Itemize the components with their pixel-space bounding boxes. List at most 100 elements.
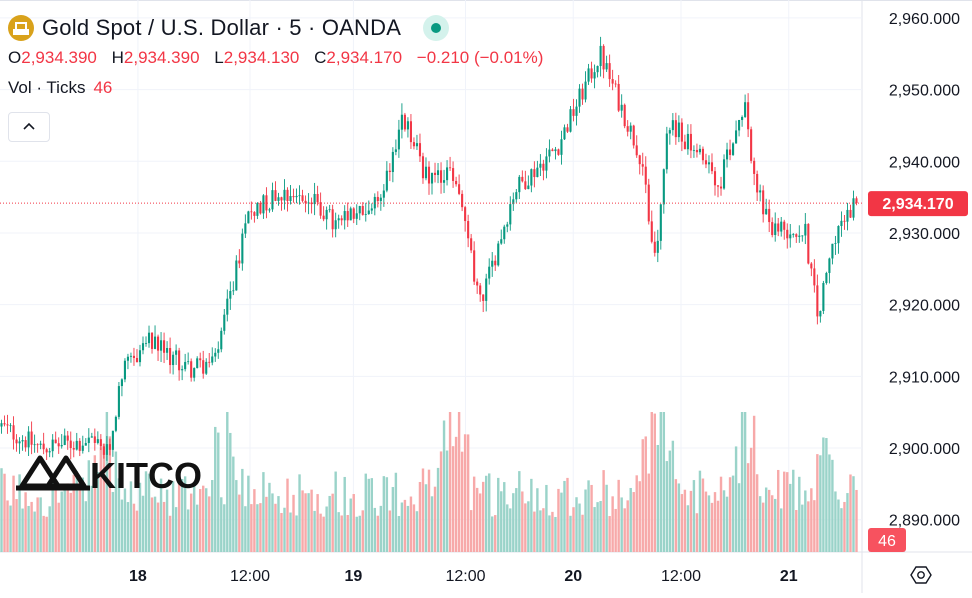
candle-body xyxy=(406,121,409,130)
volume-bar xyxy=(837,499,840,552)
volume-bar xyxy=(217,432,220,552)
volume-bar xyxy=(66,483,69,552)
candle-body xyxy=(184,361,187,370)
chart-settings-button[interactable] xyxy=(906,562,936,588)
candle-body xyxy=(512,199,515,205)
volume-bar xyxy=(801,504,804,552)
candle-body xyxy=(27,431,30,448)
volume-bar xyxy=(743,412,747,552)
candle-body xyxy=(843,220,846,222)
volume-bar xyxy=(123,488,127,552)
volume-bar xyxy=(849,474,852,552)
candle-body xyxy=(590,68,593,79)
y-tick-label: 2,940.000 xyxy=(889,154,960,171)
candle-body xyxy=(340,218,343,221)
volume-bar xyxy=(57,502,60,552)
volume-bar xyxy=(108,436,112,552)
candle-body xyxy=(683,141,686,150)
candle-body xyxy=(692,149,695,151)
candle-body xyxy=(337,218,340,221)
volume-bar xyxy=(786,472,789,552)
candle-body xyxy=(436,170,440,175)
volume-bar xyxy=(804,490,807,552)
candle-body xyxy=(686,133,689,150)
candle-body xyxy=(69,440,72,449)
candle-body xyxy=(135,357,139,363)
candle-body xyxy=(51,439,54,452)
candle-body xyxy=(150,332,154,349)
volume-bar xyxy=(542,508,545,552)
volume-bar xyxy=(533,511,536,552)
volume-bar xyxy=(283,507,286,552)
volume-bar xyxy=(777,469,780,552)
volume-bar xyxy=(340,515,343,552)
candle-body xyxy=(759,190,762,193)
volume-bar xyxy=(599,501,602,552)
volume-bar xyxy=(719,476,723,552)
candle-body xyxy=(488,266,491,279)
candle-body xyxy=(656,240,659,253)
volume-label[interactable]: Vol · Ticks xyxy=(8,78,86,97)
symbol-title[interactable]: Gold Spot / U.S. Dollar · 5 · OANDA xyxy=(42,15,402,40)
y-tick-label: 2,910.000 xyxy=(889,369,960,386)
candle-body xyxy=(84,443,87,446)
volume-bar xyxy=(424,484,428,552)
volume-bar xyxy=(506,504,509,552)
candle-body xyxy=(659,204,662,241)
candle-body xyxy=(96,439,99,443)
chart-legend: Gold Spot / U.S. Dollar · 5 · OANDA O2,9… xyxy=(8,14,553,98)
volume-bar xyxy=(608,516,611,552)
volume-bar xyxy=(241,468,244,552)
volume-bar xyxy=(156,502,160,552)
volume-bar xyxy=(81,477,84,552)
volume-bar xyxy=(752,415,756,552)
collapse-legend-button[interactable] xyxy=(8,112,50,142)
candle-body xyxy=(153,336,157,349)
volume-bar xyxy=(701,478,705,552)
volume-bar xyxy=(707,495,711,552)
candle-body xyxy=(572,109,575,116)
volume-bar xyxy=(250,504,253,552)
candle-body xyxy=(253,212,256,216)
candle-body xyxy=(223,314,226,331)
volume-bar xyxy=(385,477,389,552)
volume-bar xyxy=(509,508,512,552)
candle-body xyxy=(129,355,133,357)
volume-bar xyxy=(783,471,786,552)
volume-bar xyxy=(177,477,181,552)
volume-bar xyxy=(731,475,735,552)
candle-body xyxy=(689,133,692,151)
volume-bar xyxy=(331,493,334,552)
volume-bar xyxy=(400,502,404,552)
candle-body xyxy=(166,347,169,353)
market-open-dot-icon[interactable] xyxy=(423,15,450,41)
volume-bar xyxy=(764,487,768,552)
candle-body xyxy=(719,186,723,189)
candle-body xyxy=(467,221,470,239)
last-volume-label: 46 xyxy=(878,533,896,550)
volume-bar xyxy=(653,413,656,552)
candle-body xyxy=(292,196,295,198)
volume-bar xyxy=(813,500,816,552)
volume-bar xyxy=(668,450,672,552)
candle-body xyxy=(780,221,783,232)
candle-body xyxy=(235,260,238,291)
volume-bar xyxy=(271,493,274,552)
candle-body xyxy=(304,200,307,204)
candle-body xyxy=(78,440,81,451)
volume-bar xyxy=(617,479,620,552)
candle-body xyxy=(747,102,750,130)
volume-bar xyxy=(370,478,374,552)
volume-bar xyxy=(376,515,380,552)
candle-body xyxy=(214,352,217,357)
volume-bar xyxy=(328,495,331,552)
volume-bar xyxy=(33,511,36,552)
candle-body xyxy=(117,386,120,417)
candle-body xyxy=(382,190,385,198)
volume-bar xyxy=(439,451,443,552)
candle-body xyxy=(9,425,12,427)
candle-body xyxy=(388,170,391,173)
candle-body xyxy=(433,172,437,175)
